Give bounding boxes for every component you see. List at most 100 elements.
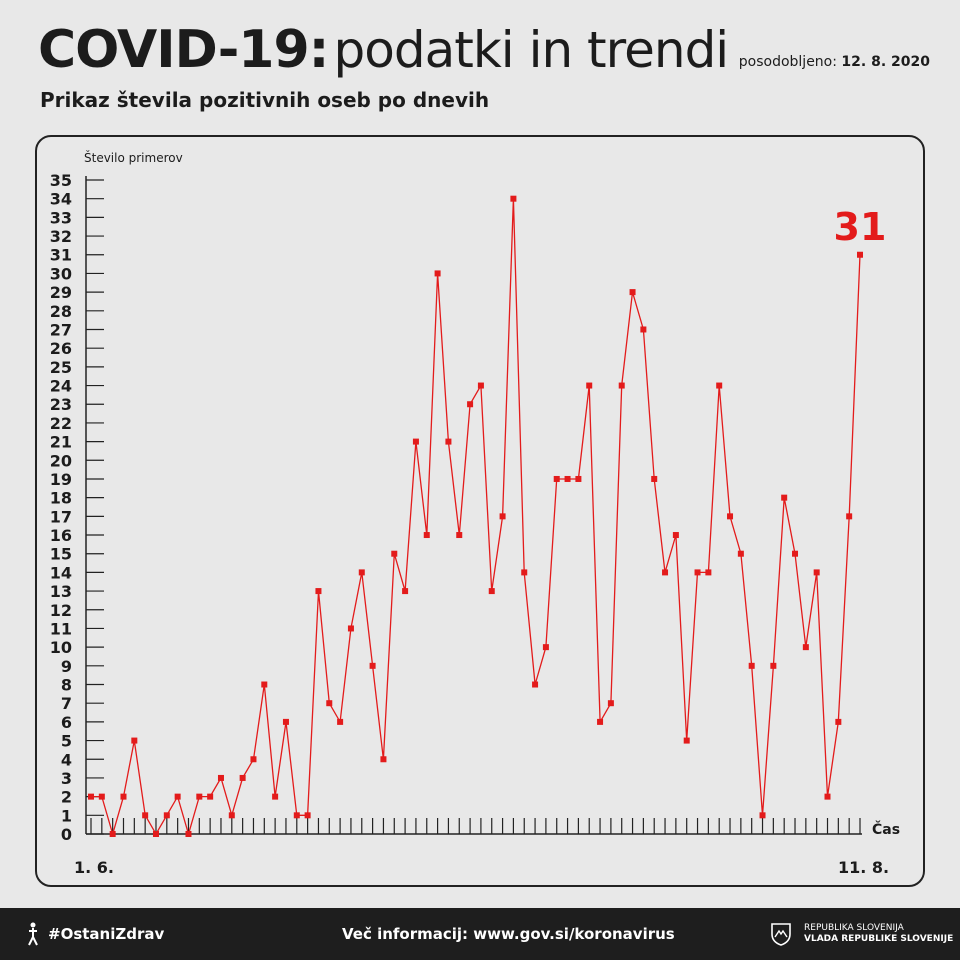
y-tick-label: 11 xyxy=(50,619,72,638)
data-point xyxy=(781,494,788,501)
data-point xyxy=(683,737,690,744)
more-info-link[interactable]: Več informacij: www.gov.si/koronavirus xyxy=(342,925,675,943)
series-line xyxy=(91,198,861,837)
updated-info: posodobljeno: 12. 8. 2020 xyxy=(739,54,930,70)
y-tick-label: 5 xyxy=(61,732,72,751)
data-point xyxy=(434,270,441,277)
data-point xyxy=(412,438,419,445)
data-point xyxy=(521,569,528,576)
y-tick-label: 4 xyxy=(61,750,72,769)
chart-panel xyxy=(35,135,925,887)
data-point xyxy=(835,718,842,725)
page-title: COVID-19: podatki in trendi xyxy=(38,20,730,82)
data-point xyxy=(282,718,289,725)
hashtag-text: #OstaniZdrav xyxy=(48,925,165,943)
y-tick-label: 15 xyxy=(50,545,72,564)
data-point xyxy=(152,831,159,837)
data-point xyxy=(272,793,279,800)
y-tick-label: 28 xyxy=(50,302,72,321)
y-tick-label: 27 xyxy=(50,320,72,339)
updated-date: 12. 8. 2020 xyxy=(841,54,930,70)
data-point xyxy=(380,756,387,763)
data-point xyxy=(759,812,766,819)
y-tick-label: 23 xyxy=(50,395,72,414)
data-point xyxy=(304,812,311,819)
data-point xyxy=(564,475,571,482)
data-point xyxy=(337,718,344,725)
data-point xyxy=(586,382,593,389)
y-tick-label: 30 xyxy=(50,264,72,283)
y-tick-label: 3 xyxy=(61,769,72,788)
y-tick-label: 8 xyxy=(61,676,72,695)
title-rest: podatki in trendi xyxy=(333,21,730,79)
y-tick-label: 1 xyxy=(61,806,72,825)
y-tick-label: 22 xyxy=(50,414,72,433)
data-point xyxy=(705,569,712,576)
line-chart: 0123456789101112131415161718192021222324… xyxy=(50,150,900,877)
gov-line-2: VLADA REPUBLIKE SLOVENIJE xyxy=(804,934,954,944)
y-tick-label: 13 xyxy=(50,582,72,601)
data-point xyxy=(120,793,127,800)
data-point xyxy=(131,737,138,744)
person-icon xyxy=(28,922,38,946)
data-point xyxy=(456,532,463,539)
data-point xyxy=(542,644,549,651)
data-point xyxy=(575,475,582,482)
data-point xyxy=(802,644,809,651)
data-point xyxy=(142,812,149,819)
data-point xyxy=(857,251,863,258)
data-point xyxy=(499,513,506,520)
gov-line-1: REPUBLIKA SLOVENIJA xyxy=(804,923,904,933)
data-point xyxy=(207,793,214,800)
data-point xyxy=(109,831,116,837)
data-point xyxy=(651,475,658,482)
data-point xyxy=(618,382,625,389)
y-tick-label: 6 xyxy=(61,713,72,732)
data-point xyxy=(423,532,430,539)
chart-subtitle: Prikaz števila pozitivnih oseb po dnevih xyxy=(40,88,490,112)
data-point xyxy=(629,289,636,296)
data-point xyxy=(445,438,452,445)
data-point xyxy=(358,569,365,576)
y-tick-label: 31 xyxy=(50,246,72,265)
y-tick-label: 17 xyxy=(50,507,72,526)
data-point xyxy=(748,662,755,669)
data-point xyxy=(792,550,799,557)
data-point xyxy=(261,681,268,688)
data-point xyxy=(217,774,224,781)
y-tick-label: 24 xyxy=(50,377,72,396)
y-tick-label: 10 xyxy=(50,638,72,657)
data-point xyxy=(369,662,376,669)
data-point xyxy=(163,812,170,819)
y-tick-label: 35 xyxy=(50,171,72,190)
updated-label: posodobljeno: xyxy=(738,54,837,70)
y-tick-label: 25 xyxy=(50,358,72,377)
data-point xyxy=(597,718,604,725)
data-point xyxy=(727,513,734,520)
data-point xyxy=(315,588,322,595)
x-end-label: 11. 8. xyxy=(838,858,889,877)
data-point xyxy=(174,793,181,800)
data-point xyxy=(98,793,105,800)
y-tick-label: 19 xyxy=(50,470,72,489)
title-bold: COVID-19: xyxy=(38,20,329,80)
y-tick-label: 14 xyxy=(50,563,72,582)
data-point xyxy=(467,401,474,408)
data-point xyxy=(770,662,777,669)
data-point xyxy=(293,812,300,819)
data-point xyxy=(196,793,203,800)
y-tick-label: 16 xyxy=(50,526,72,545)
data-point xyxy=(607,700,614,707)
data-point xyxy=(326,700,333,707)
data-point xyxy=(553,475,560,482)
data-point xyxy=(185,831,192,837)
x-start-label: 1. 6. xyxy=(74,858,114,877)
data-point xyxy=(737,550,744,557)
y-tick-label: 12 xyxy=(50,601,72,620)
government-label: REPUBLIKA SLOVENIJA VLADA REPUBLIKE SLOV… xyxy=(804,923,953,945)
coat-of-arms-icon xyxy=(771,923,791,946)
data-point xyxy=(694,569,701,576)
data-point xyxy=(250,756,257,763)
data-point xyxy=(824,793,831,800)
data-point xyxy=(813,569,820,576)
